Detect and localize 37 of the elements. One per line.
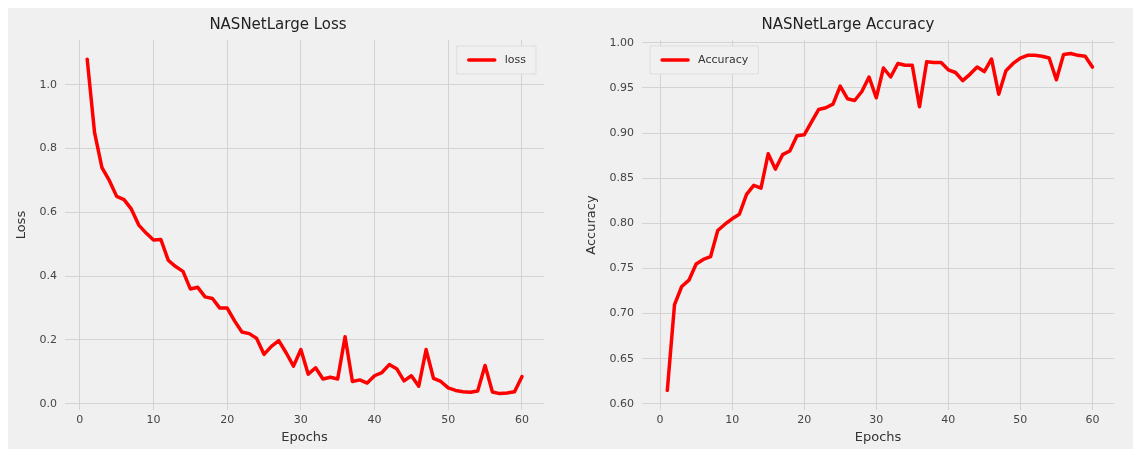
y-tick-label: 0.0 <box>39 396 58 410</box>
y-tick-label: 0.95 <box>609 80 635 94</box>
x-tick-label: 0 <box>76 412 84 426</box>
y-tick-label: 0.80 <box>609 216 635 230</box>
y-tick-label: 0.4 <box>39 269 58 283</box>
x-tick-label: 50 <box>441 412 456 426</box>
x-axis-title: Epochs <box>281 428 329 444</box>
y-axis-title: Loss <box>13 210 29 240</box>
x-tick-label: 20 <box>797 412 812 426</box>
x-tick-label: 60 <box>514 412 529 426</box>
y-tick-label: 0.2 <box>39 332 58 346</box>
x-tick-label: 10 <box>725 412 740 426</box>
chart-title: NASNetLarge Accuracy <box>761 14 935 33</box>
y-tick-label: 0.8 <box>39 141 58 155</box>
y-tick-label: 0.6 <box>39 205 58 219</box>
legend-label: loss <box>504 52 527 66</box>
y-tick-label: 0.90 <box>609 125 635 139</box>
x-tick-label: 60 <box>1085 412 1100 426</box>
y-tick-label: 0.75 <box>609 261 635 275</box>
y-tick-label: 0.60 <box>609 396 635 410</box>
y-tick-label: 1.0 <box>39 77 58 91</box>
y-tick-label: 0.85 <box>609 171 635 185</box>
y-tick-label: 0.65 <box>609 351 635 365</box>
chart-title: NASNetLarge Loss <box>209 14 347 33</box>
x-tick-label: 10 <box>146 412 161 426</box>
x-axis-title: Epochs <box>854 428 902 444</box>
y-tick-label: 0.70 <box>609 306 635 320</box>
x-tick-label: 20 <box>220 412 235 426</box>
y-axis-title: Accuracy <box>583 195 599 255</box>
x-tick-label: 40 <box>941 412 956 426</box>
x-tick-label: 30 <box>293 412 308 426</box>
y-tick-label: 1.00 <box>609 35 635 49</box>
x-tick-label: 50 <box>1013 412 1028 426</box>
x-tick-label: 40 <box>367 412 382 426</box>
legend-label: Accuracy <box>698 52 749 66</box>
x-tick-label: 30 <box>869 412 884 426</box>
x-tick-label: 0 <box>656 412 664 426</box>
